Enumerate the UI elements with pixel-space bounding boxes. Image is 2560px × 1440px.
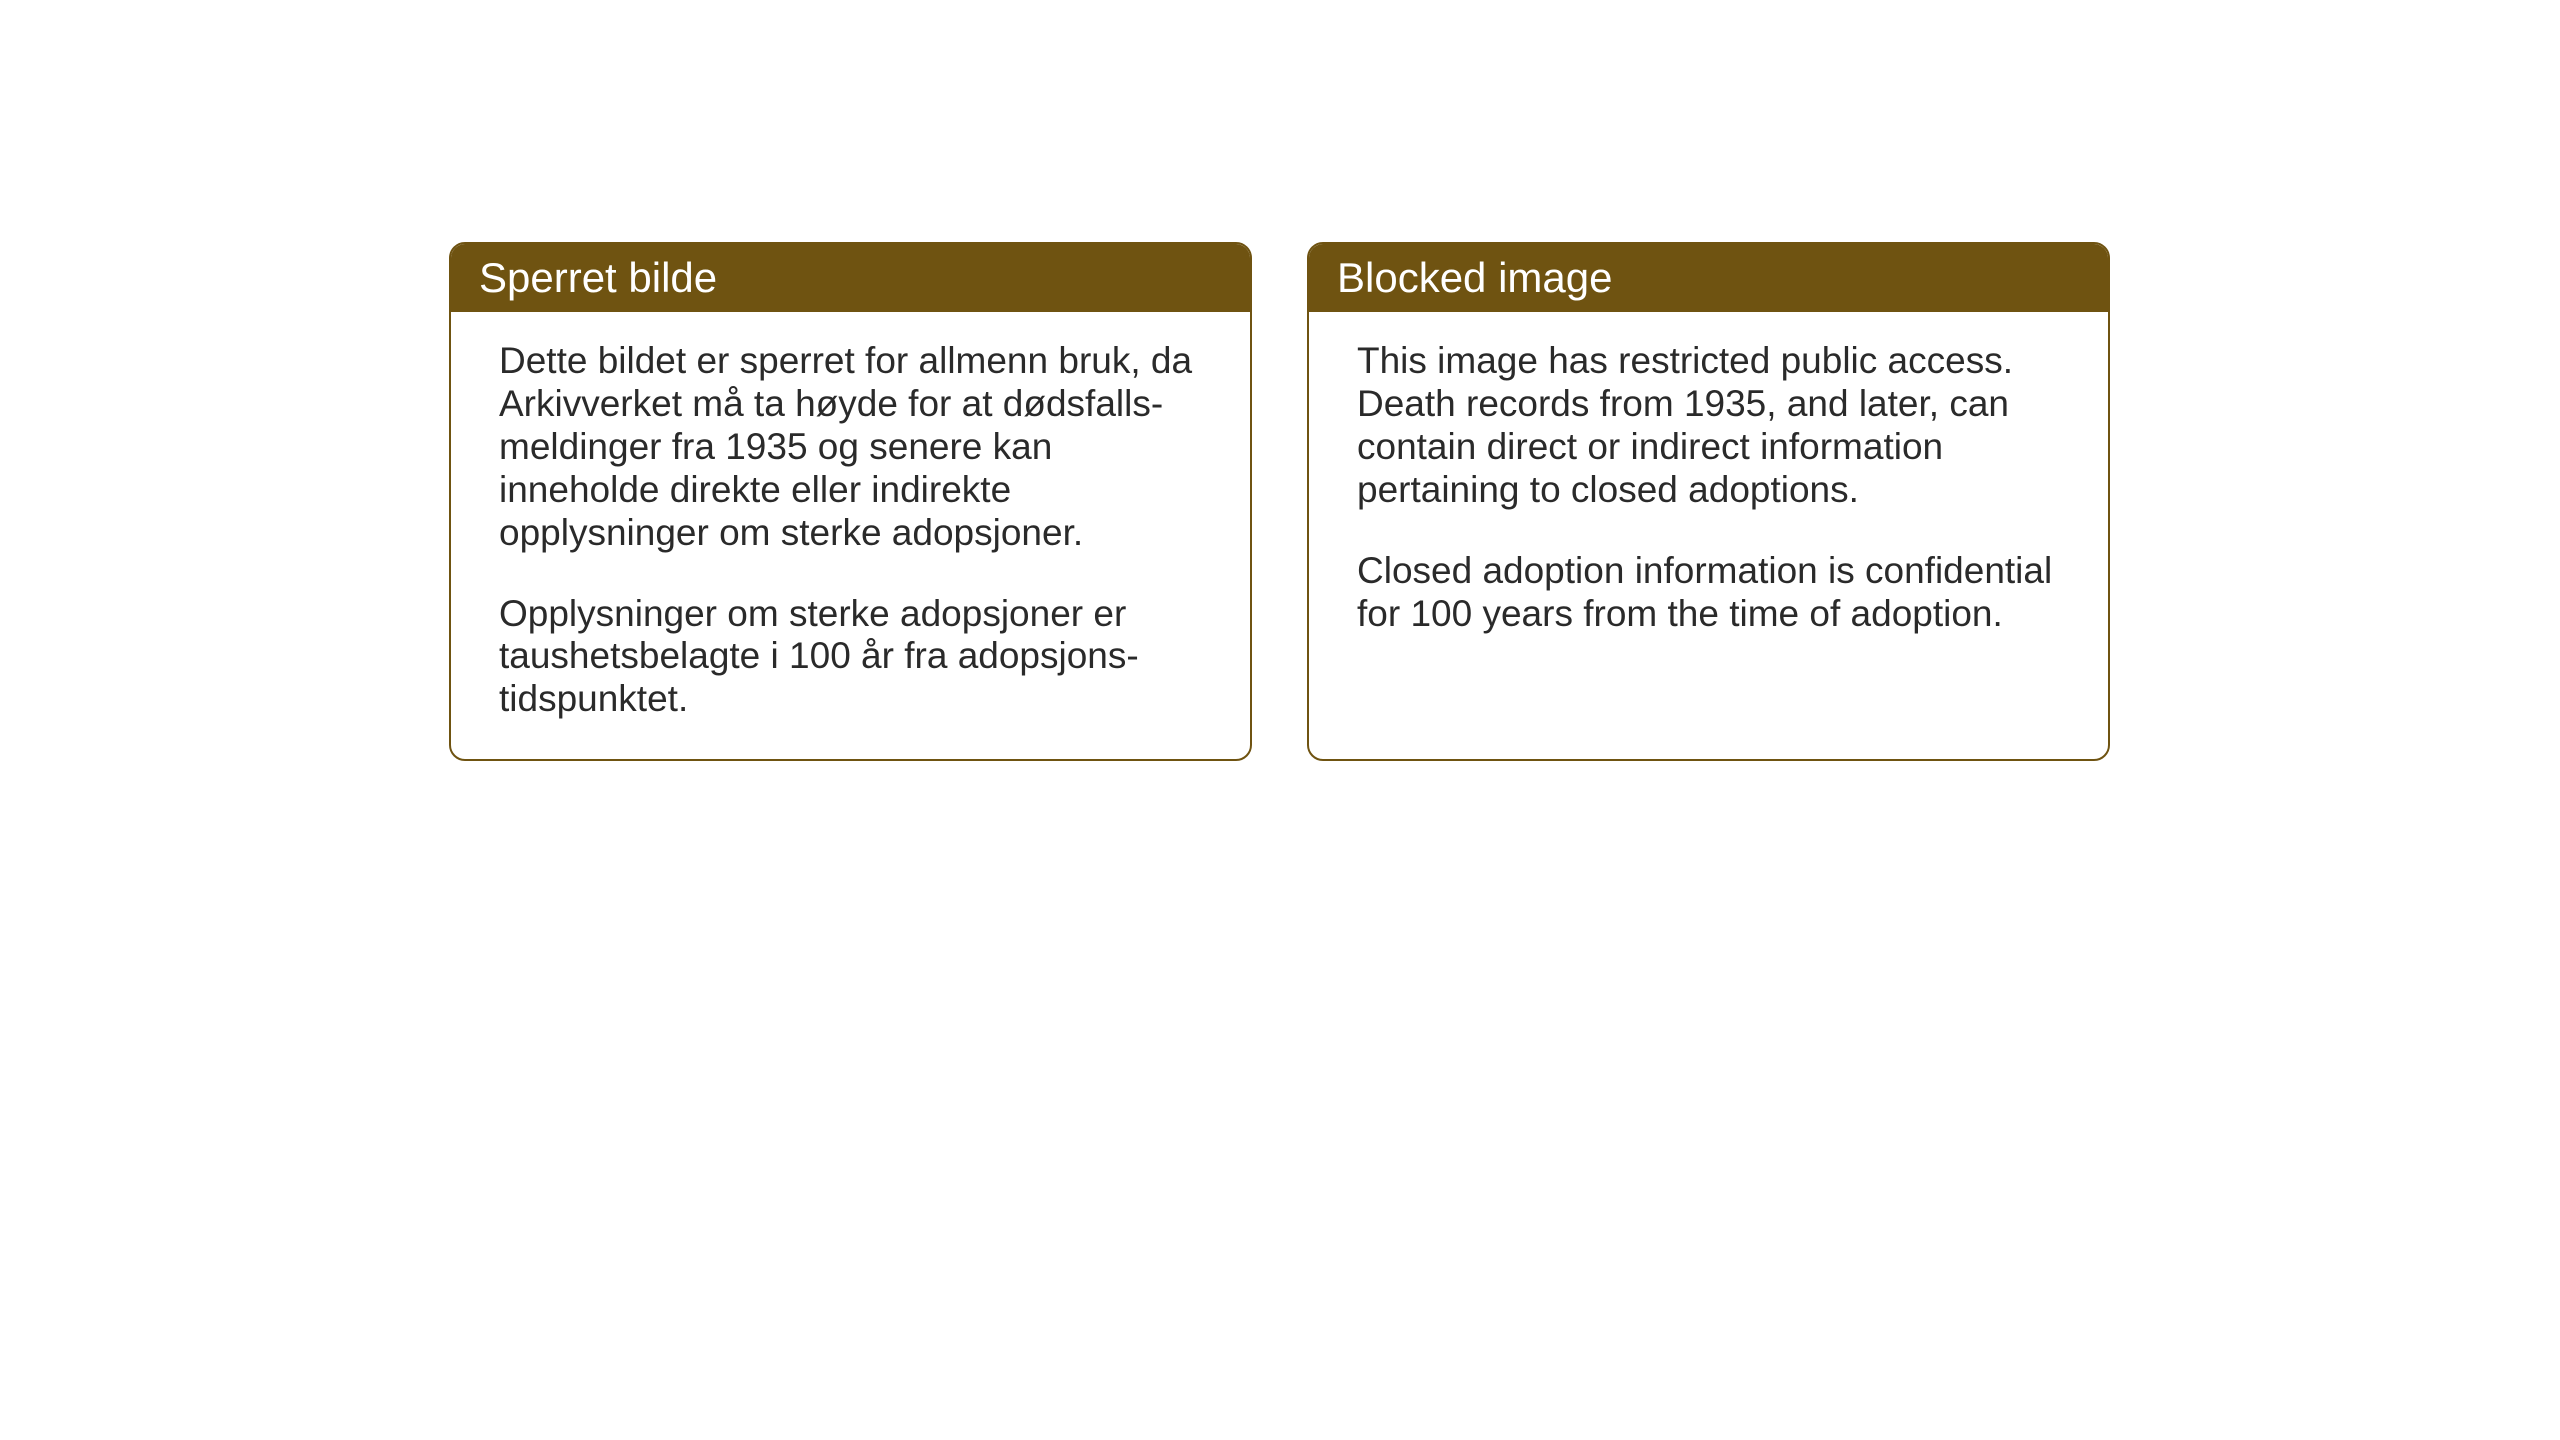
paragraph-text: This image has restricted public access.…: [1357, 340, 2060, 512]
card-body-norwegian: Dette bildet er sperret for allmenn bruk…: [451, 312, 1250, 759]
paragraph-text: Closed adoption information is confident…: [1357, 550, 2060, 636]
card-body-english: This image has restricted public access.…: [1309, 312, 2108, 673]
paragraph-text: Dette bildet er sperret for allmenn bruk…: [499, 340, 1202, 555]
card-header-norwegian: Sperret bilde: [451, 244, 1250, 312]
notice-container: Sperret bilde Dette bildet er sperret fo…: [449, 242, 2110, 761]
paragraph-text: Opplysninger om sterke adopsjoner er tau…: [499, 593, 1202, 722]
notice-card-norwegian: Sperret bilde Dette bildet er sperret fo…: [449, 242, 1252, 761]
card-header-english: Blocked image: [1309, 244, 2108, 312]
notice-card-english: Blocked image This image has restricted …: [1307, 242, 2110, 761]
